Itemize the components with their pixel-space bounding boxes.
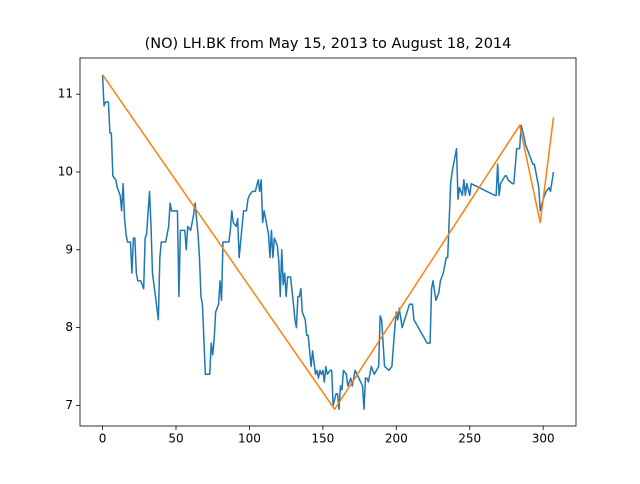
chart-title: (NO) LH.BK from May 15, 2013 to August 1…: [145, 36, 512, 52]
y-tick-label: 7: [65, 398, 73, 412]
plot-frame: [79, 57, 577, 427]
line-series: [101, 74, 555, 411]
y-tick-label: 8: [65, 320, 73, 334]
x-tick-label: 300: [532, 432, 555, 446]
y-tick-label: 10: [58, 164, 73, 178]
x-tick-label: 100: [238, 432, 261, 446]
x-tick-label: 150: [311, 432, 334, 446]
x-tick-label: 250: [458, 432, 481, 446]
line-series: [101, 74, 555, 411]
y-tick-label: 9: [65, 242, 73, 256]
y-tick-label: 11: [58, 87, 73, 101]
x-tick-label: 50: [168, 432, 183, 446]
x-tick-label: 200: [385, 432, 408, 446]
x-tick-label: 0: [99, 432, 107, 446]
